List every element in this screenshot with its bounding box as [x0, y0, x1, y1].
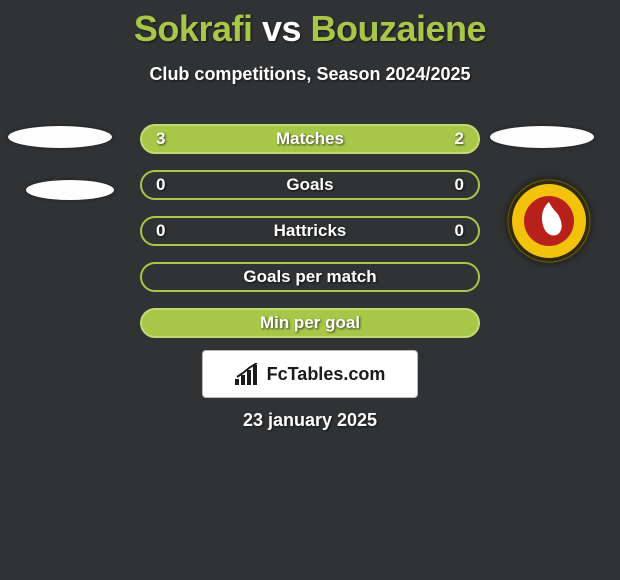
stat-left-value: 0 — [156, 221, 165, 241]
left-badge-bottom — [26, 180, 114, 200]
stat-row: 0 Goals 0 — [140, 170, 480, 202]
title-left-name: Sokrafi — [134, 8, 253, 49]
stat-pill: 0 Hattricks 0 — [140, 216, 480, 246]
stat-right-value: 0 — [455, 175, 464, 195]
subtitle: Club competitions, Season 2024/2025 — [0, 64, 620, 85]
club-badge-icon — [506, 178, 592, 264]
stat-left-value: 3 — [156, 129, 165, 149]
comparison-card: Sokrafi vs Bouzaiene Club competitions, … — [0, 0, 620, 580]
stat-row: 3 Matches 2 — [140, 124, 480, 156]
stat-row: Min per goal — [140, 308, 480, 340]
stat-row: 0 Hattricks 0 — [140, 216, 480, 248]
stat-label: Hattricks — [274, 221, 347, 241]
stat-label: Goals per match — [243, 267, 376, 287]
bar-chart-icon — [235, 363, 261, 385]
title-vs: vs — [252, 8, 310, 49]
stat-pill: Min per goal — [140, 308, 480, 338]
brand-footer[interactable]: FcTables.com — [202, 350, 418, 398]
stat-pill: 0 Goals 0 — [140, 170, 480, 200]
left-badge-top — [8, 126, 112, 148]
stat-left-value: 0 — [156, 175, 165, 195]
stat-label: Matches — [276, 129, 344, 149]
stat-label: Goals — [286, 175, 333, 195]
stat-pill: 3 Matches 2 — [140, 124, 480, 154]
date-text: 23 january 2025 — [0, 410, 620, 431]
brand-text: FcTables.com — [267, 364, 386, 385]
stat-right-value: 2 — [455, 129, 464, 149]
stat-pill: Goals per match — [140, 262, 480, 292]
club-badge-right — [506, 178, 592, 264]
brand-wrap: FcTables.com — [235, 363, 386, 385]
stat-label: Min per goal — [260, 313, 360, 333]
right-badge-top — [490, 126, 594, 148]
page-title: Sokrafi vs Bouzaiene — [0, 0, 620, 50]
stat-row: Goals per match — [140, 262, 480, 294]
stat-right-value: 0 — [455, 221, 464, 241]
title-right-name: Bouzaiene — [311, 8, 487, 49]
